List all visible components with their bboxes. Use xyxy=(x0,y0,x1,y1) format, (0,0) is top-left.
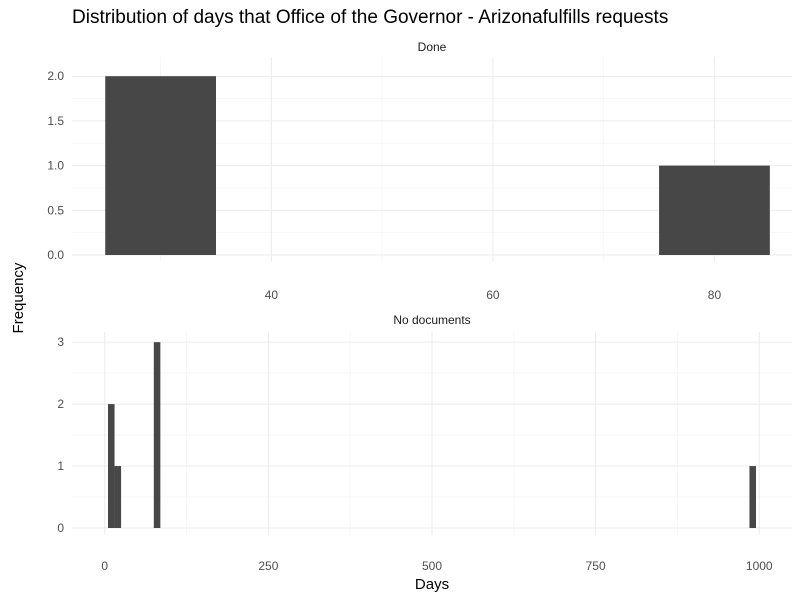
histogram-bar xyxy=(749,466,756,528)
facet-label-no-documents: No documents xyxy=(393,313,470,327)
y-tick-label: 2.0 xyxy=(47,69,64,83)
x-tick-label: 40 xyxy=(265,288,279,302)
facet-label-done: Done xyxy=(418,40,447,54)
y-tick-label: 3 xyxy=(57,335,64,349)
histogram-bar xyxy=(114,466,122,528)
y-tick-label: 1.5 xyxy=(47,114,64,128)
x-tick-label: 60 xyxy=(486,288,500,302)
y-axis-title: Frequency xyxy=(10,262,27,333)
x-axis-title: Days xyxy=(415,576,449,593)
histogram-bar xyxy=(153,342,161,528)
x-tick-label: 0 xyxy=(101,559,108,573)
histogram-bar xyxy=(659,165,770,255)
chart-title: Distribution of days that Office of the … xyxy=(72,7,668,28)
y-tick-label: 0 xyxy=(57,521,64,535)
facet-panel-done: 40 60 80 0.0 0.5 1.0 1.5 2.0 xyxy=(47,57,792,302)
y-tick-label: 1.0 xyxy=(47,159,64,173)
x-tick-label: 80 xyxy=(708,288,722,302)
x-tick-label: 250 xyxy=(258,559,278,573)
x-tick-label: 750 xyxy=(586,559,606,573)
histogram-bar xyxy=(108,404,115,528)
x-tick-label: 1000 xyxy=(746,559,773,573)
y-tick-label: 2 xyxy=(57,397,64,411)
y-tick-label: 0.5 xyxy=(47,203,64,217)
x-tick-label: 500 xyxy=(422,559,442,573)
y-tick-label: 0.0 xyxy=(47,248,64,262)
y-tick-label: 1 xyxy=(57,459,64,473)
facet-panel-no-documents: 0 250 500 750 1000 0 1 2 3 xyxy=(57,332,792,573)
histogram-bar xyxy=(105,76,216,255)
